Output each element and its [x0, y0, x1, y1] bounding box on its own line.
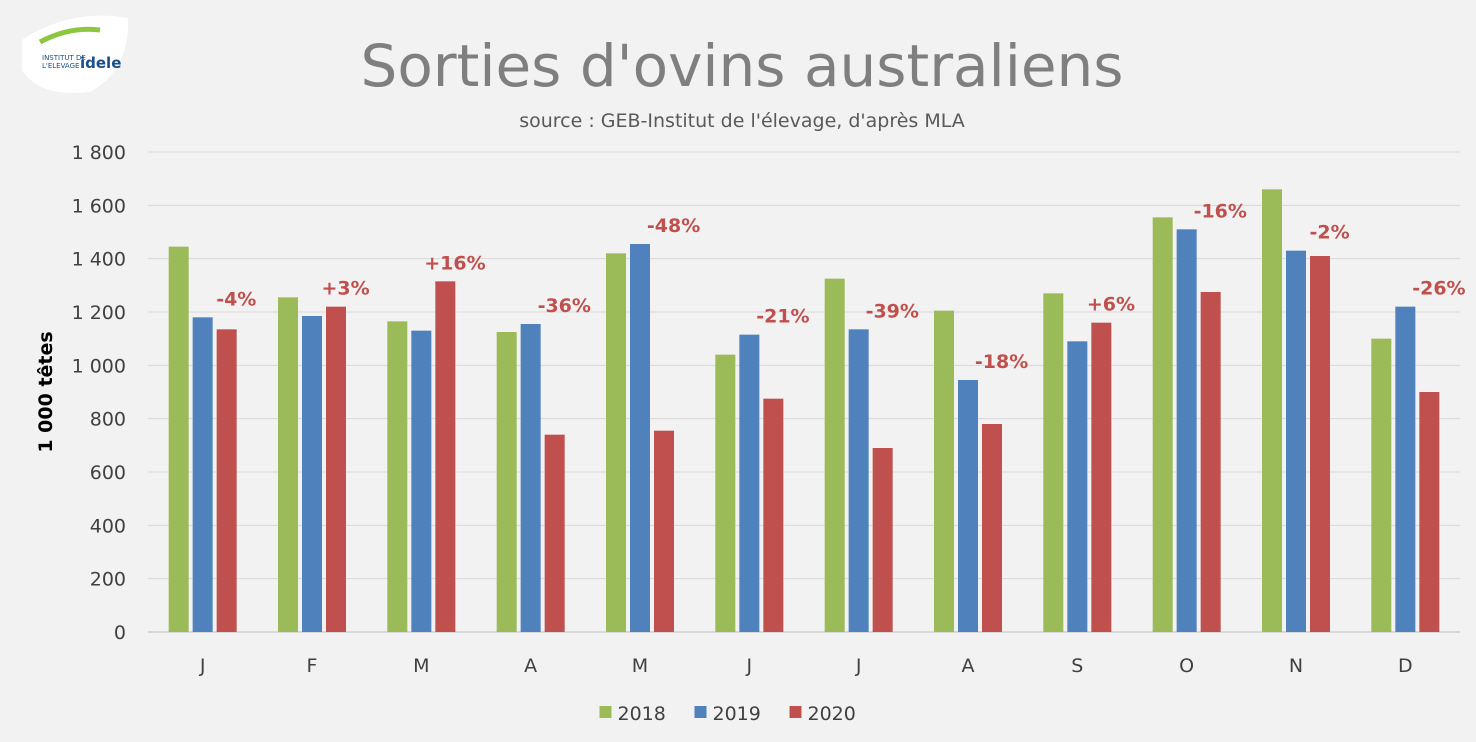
- bar: [654, 430, 674, 632]
- y-axis-label: 1 000 têtes: [35, 331, 57, 452]
- x-tick-label: M: [413, 655, 429, 677]
- y-tick-label: 1 400: [72, 249, 126, 271]
- legend-label: 2020: [808, 703, 856, 725]
- y-tick-label: 1 600: [72, 195, 126, 217]
- y-tick-label: 1 000: [72, 355, 126, 377]
- bar: [606, 253, 626, 633]
- logo-shape: [22, 15, 129, 94]
- bar: [848, 329, 869, 632]
- bar: [982, 424, 1002, 632]
- bar: [958, 380, 978, 632]
- y-tick-label: 1 800: [72, 142, 126, 164]
- x-tick-label: M: [632, 655, 648, 677]
- bar: [544, 434, 565, 632]
- bar: [496, 332, 517, 632]
- x-tick-label: D: [1398, 655, 1413, 677]
- bar: [1043, 293, 1064, 632]
- bar: [1091, 322, 1112, 632]
- annotation: -39%: [866, 300, 919, 322]
- bar: [520, 324, 541, 632]
- y-tick-label: 400: [90, 515, 126, 537]
- annotation: +16%: [424, 252, 485, 274]
- bar: [302, 316, 322, 632]
- bar: [1176, 229, 1197, 633]
- bar: [1395, 306, 1416, 632]
- y-tick-label: 600: [90, 462, 126, 484]
- annotation: -2%: [1310, 222, 1350, 244]
- bar: [934, 310, 954, 632]
- bar: [1200, 292, 1221, 632]
- bar: [278, 297, 298, 632]
- legend-swatch: [789, 706, 802, 718]
- chart-title: Sorties d'ovins australiens: [361, 32, 1124, 100]
- annotation: +3%: [322, 278, 370, 300]
- bar: [1310, 256, 1330, 632]
- bar: [630, 244, 650, 632]
- annotation: -4%: [216, 288, 256, 310]
- logo-brand: idele: [80, 54, 121, 72]
- bar: [411, 330, 432, 632]
- bar: [192, 317, 213, 632]
- bar: [1419, 392, 1440, 632]
- legend-swatch: [599, 706, 612, 718]
- y-tick-label: 800: [90, 409, 126, 431]
- bar: [1371, 338, 1392, 632]
- annotation: -36%: [538, 295, 591, 317]
- x-tick-label: J: [746, 655, 753, 677]
- logo: INSTITUT DE L'ELEVAGE idele: [22, 15, 129, 94]
- x-tick-label: O: [1179, 655, 1194, 677]
- bar: [739, 334, 760, 632]
- x-tick-label: S: [1071, 655, 1083, 677]
- annotation: -18%: [975, 351, 1028, 373]
- bar: [1067, 341, 1088, 632]
- x-tick-label: J: [199, 655, 206, 677]
- x-tick-label: F: [307, 655, 318, 677]
- legend-swatch: [694, 706, 707, 718]
- legend-label: 2019: [713, 703, 761, 725]
- bar: [387, 321, 408, 632]
- bar: [435, 281, 456, 632]
- bar: [168, 246, 189, 632]
- bar: [715, 354, 736, 632]
- y-tick-label: 1 200: [72, 302, 126, 324]
- x-tick-label: J: [855, 655, 862, 677]
- logo-text: L'ELEVAGE: [42, 62, 79, 70]
- bar: [763, 398, 784, 632]
- bar: [1286, 250, 1306, 632]
- x-tick-label: N: [1289, 655, 1303, 677]
- x-tick-label: A: [962, 655, 975, 677]
- logo-text: INSTITUT DE: [42, 54, 86, 62]
- bar: [824, 278, 845, 632]
- x-tick-label: A: [524, 655, 537, 677]
- y-tick-label: 200: [90, 569, 126, 591]
- chart-subtitle: source : GEB-Institut de l'élevage, d'ap…: [519, 110, 965, 132]
- annotation: -16%: [1194, 200, 1247, 222]
- y-tick-label: 0: [114, 622, 126, 644]
- bar: [872, 448, 893, 632]
- bar: [1262, 189, 1282, 633]
- annotation: +6%: [1087, 294, 1135, 316]
- annotation: -48%: [647, 215, 700, 237]
- annotation: -21%: [756, 306, 809, 328]
- annotation: -26%: [1412, 278, 1465, 300]
- bar: [1152, 217, 1173, 633]
- bar: [216, 329, 237, 632]
- logo-swoosh: [38, 26, 101, 45]
- legend-label: 2018: [618, 703, 666, 725]
- bar: [326, 306, 346, 632]
